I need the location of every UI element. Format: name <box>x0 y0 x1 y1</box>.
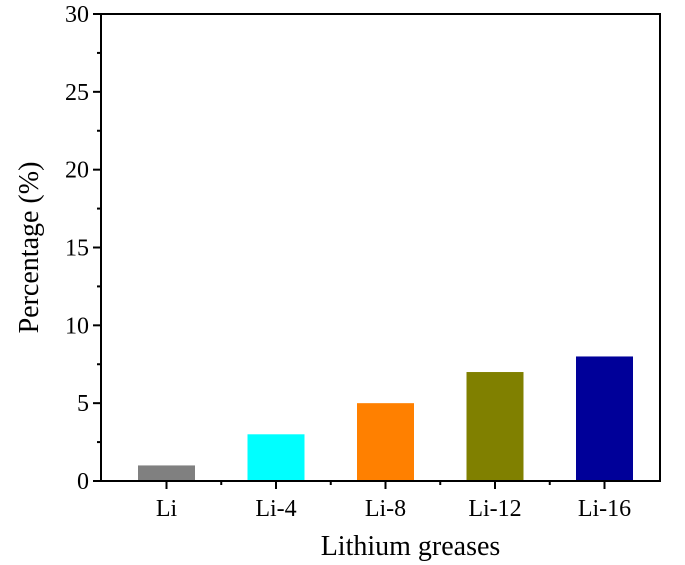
bar-li-4 <box>247 434 305 481</box>
x-tick-label: Li <box>156 496 178 522</box>
y-tick-label: 25 <box>65 80 89 106</box>
y-axis-title: Percentage (%) <box>14 162 45 334</box>
x-tick-label: Li-8 <box>365 496 406 522</box>
x-tick-label: Li-16 <box>578 496 631 522</box>
y-tick-label: 20 <box>65 158 89 184</box>
y-tick-label: 0 <box>77 469 89 495</box>
bar-li-12 <box>466 372 524 481</box>
x-axis-title: Lithium greases <box>321 531 501 562</box>
x-tick-label: Li-12 <box>468 496 521 522</box>
plot-frame <box>100 13 661 482</box>
x-tick-label: Li-4 <box>255 496 296 522</box>
y-tick-label: 5 <box>77 391 89 417</box>
y-tick-label: 30 <box>65 2 89 28</box>
bars <box>138 356 633 481</box>
y-tick-label: 10 <box>65 313 89 339</box>
y-tick-label: 15 <box>65 236 89 262</box>
bar-li-16 <box>576 356 633 481</box>
x-axis-ticks: Li Li-4 Li-8 Li-12 Li-16 <box>156 481 631 522</box>
y-axis-ticks: 0 5 10 15 20 25 30 <box>65 2 101 495</box>
bar-li-8 <box>357 403 414 481</box>
bar-li <box>138 465 195 481</box>
